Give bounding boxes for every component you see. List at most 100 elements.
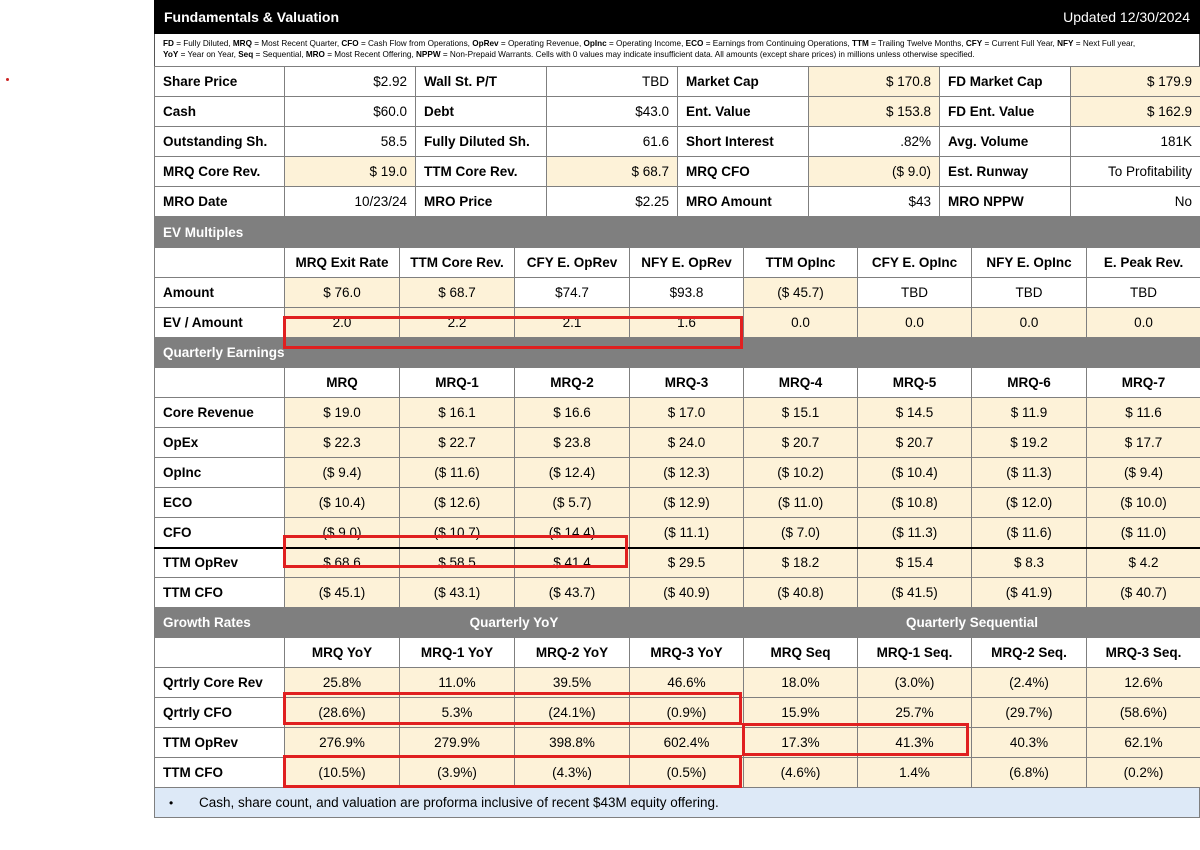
data-cell: ($ 40.8)	[743, 577, 858, 608]
row-label: TTM CFO	[154, 757, 285, 788]
data-cell: ($ 10.8)	[857, 487, 972, 518]
fundamentals-value: TBD	[546, 66, 678, 97]
data-cell: ($ 12.4)	[514, 457, 630, 488]
data-cell: ($ 10.4)	[284, 487, 400, 518]
fundamentals-label: MRQ CFO	[677, 156, 809, 187]
column-header: MRQ Seq	[743, 637, 858, 668]
row-label: EV / Amount	[154, 307, 285, 338]
quarterly-yoy-label: Quarterly YoY	[284, 607, 744, 638]
column-header: MRQ-1 YoY	[399, 637, 515, 668]
ev-header-row: MRQ Exit Rate TTM Core Rev. CFY E. OpRev NF…	[154, 247, 1200, 278]
data-cell: ($ 10.0)	[1085, 487, 1200, 518]
data-cell: (6.8%)	[971, 757, 1087, 788]
data-cell: ($ 11.3)	[971, 457, 1087, 488]
fundamentals-label: Share Price	[154, 66, 285, 97]
quarterly-row: OpInc ($ 9.4) ($ 11.6) ($ 12.4) ($ 12.3) ($ 1…	[154, 457, 1200, 488]
row-label: Qrtrly CFO	[154, 697, 285, 728]
data-cell: 15.9%	[743, 697, 858, 728]
fundamentals-label: Ent. Value	[677, 96, 809, 127]
quarterly-row: TTM OpRev $ 68.6 $ 58.5 $ 41.4 $ 29.5 $ 18.2 $…	[154, 547, 1200, 578]
row-label: TTM OpRev	[154, 727, 285, 758]
column-header: TTM Core Rev.	[399, 247, 515, 278]
data-cell: $ 8.3	[971, 547, 1087, 578]
legend-definition: = Next Full year,	[1073, 39, 1136, 48]
column-header: MRQ-2	[514, 367, 630, 398]
data-cell: (4.6%)	[743, 757, 858, 788]
legend-definition: = Operating Revenue,	[498, 39, 584, 48]
row-label: Amount	[154, 277, 285, 308]
data-cell: $ 68.6	[284, 547, 400, 578]
data-cell: (0.5%)	[629, 757, 744, 788]
data-cell: ($ 11.3)	[857, 517, 972, 549]
column-header: CFY E. OpInc	[857, 247, 972, 278]
ev-row: Amount $ 76.0 $ 68.7 $74.7 $93.8 ($ 45.7) TBD T…	[154, 277, 1200, 308]
data-cell: ($ 11.6)	[971, 517, 1087, 549]
fundamentals-value: .82%	[808, 126, 940, 157]
data-cell: ($ 12.6)	[399, 487, 515, 518]
data-cell: $ 24.0	[629, 427, 744, 458]
data-cell: $ 4.2	[1085, 547, 1200, 578]
quarterly-earnings-section-title: Quarterly Earnings	[153, 337, 1200, 368]
header-spacer	[154, 367, 285, 398]
column-header: MRQ-3	[629, 367, 744, 398]
column-header: MRQ-1 Seq.	[857, 637, 972, 668]
data-cell: ($ 40.7)	[1085, 577, 1200, 608]
legend-abbrev: NFY	[1057, 39, 1074, 48]
legend-abbrev: NPPW	[416, 50, 441, 59]
data-cell: 39.5%	[514, 667, 630, 698]
header-spacer	[154, 637, 285, 668]
data-cell: $ 68.7	[399, 277, 515, 308]
growth-row: Qrtrly CFO (28.6%) 5.3% (24.1%) (0.9%) 15.9% 2…	[154, 697, 1200, 728]
fundamentals-value: $ 170.8	[808, 66, 940, 97]
data-cell: 1.4%	[857, 757, 972, 788]
data-cell: TBD	[857, 277, 972, 308]
quarterly-earnings-section: Quarterly Earnings	[153, 337, 1200, 368]
data-cell: 11.0%	[399, 667, 515, 698]
fundamentals-value: 58.5	[284, 126, 416, 157]
fundamentals-table: Share Price $2.92 Wall St. P/T TBD Market Ca…	[154, 66, 1200, 217]
fundamentals-label: TTM Core Rev.	[415, 156, 547, 187]
fundamentals-row: Cash $60.0 Debt $43.0 Ent. Value $ 153.8 FD En…	[154, 96, 1200, 127]
data-cell: 25.8%	[284, 667, 400, 698]
data-cell: 276.9%	[284, 727, 400, 758]
data-cell: 17.3%	[743, 727, 858, 758]
data-cell: (28.6%)	[284, 697, 400, 728]
data-cell: $ 19.2	[971, 427, 1087, 458]
fundamentals-value: ($ 9.0)	[808, 156, 940, 187]
data-cell: $ 19.0	[284, 397, 400, 428]
column-header: MRQ-3 YoY	[629, 637, 744, 668]
fundamentals-label: Est. Runway	[939, 156, 1071, 187]
fundamentals-label: MRQ Core Rev.	[154, 156, 285, 187]
data-cell: ($ 43.1)	[399, 577, 515, 608]
data-cell: ($ 9.4)	[284, 457, 400, 488]
fundamentals-label: FD Ent. Value	[939, 96, 1071, 127]
legend-abbrev: Seq	[238, 50, 254, 59]
data-cell: ($ 12.9)	[629, 487, 744, 518]
data-cell: ($ 11.6)	[399, 457, 515, 488]
data-cell: (4.3%)	[514, 757, 630, 788]
data-cell: $ 11.9	[971, 397, 1087, 428]
fundamentals-label: MRO Amount	[677, 186, 809, 217]
legend-definition: = Trailing Twelve Months,	[868, 39, 966, 48]
growth-rates-title: Growth Rates	[154, 607, 285, 638]
fundamentals-value: 61.6	[546, 126, 678, 157]
data-cell: ($ 41.9)	[971, 577, 1087, 608]
data-cell: ($ 41.5)	[857, 577, 972, 608]
data-cell: 1.6	[629, 307, 744, 338]
data-cell: TBD	[1085, 277, 1200, 308]
fundamentals-label: MRO Price	[415, 186, 547, 217]
fundamentals-value: $ 162.9	[1070, 96, 1200, 127]
sheet-title: Fundamentals & Valuation	[164, 9, 340, 25]
fundamentals-value: 181K	[1070, 126, 1200, 157]
data-cell: 0.0	[1085, 307, 1200, 338]
abbreviation-legend: FD = Fully Diluted, MRQ = Most Recent Qu…	[154, 34, 1200, 66]
legend-definition: = Earnings from Continuing Operations,	[703, 39, 853, 48]
legend-abbrev: OpInc	[583, 39, 607, 48]
column-header: MRQ-1	[399, 367, 515, 398]
data-cell: 18.0%	[743, 667, 858, 698]
column-header: MRQ Exit Rate	[284, 247, 400, 278]
data-cell: ($ 11.1)	[629, 517, 744, 549]
growth-row: Qrtrly Core Rev 25.8% 11.0% 39.5% 46.6% 18.0%…	[154, 667, 1200, 698]
legend-definition: = Sequential,	[253, 50, 306, 59]
column-header: NFY E. OpInc	[971, 247, 1087, 278]
